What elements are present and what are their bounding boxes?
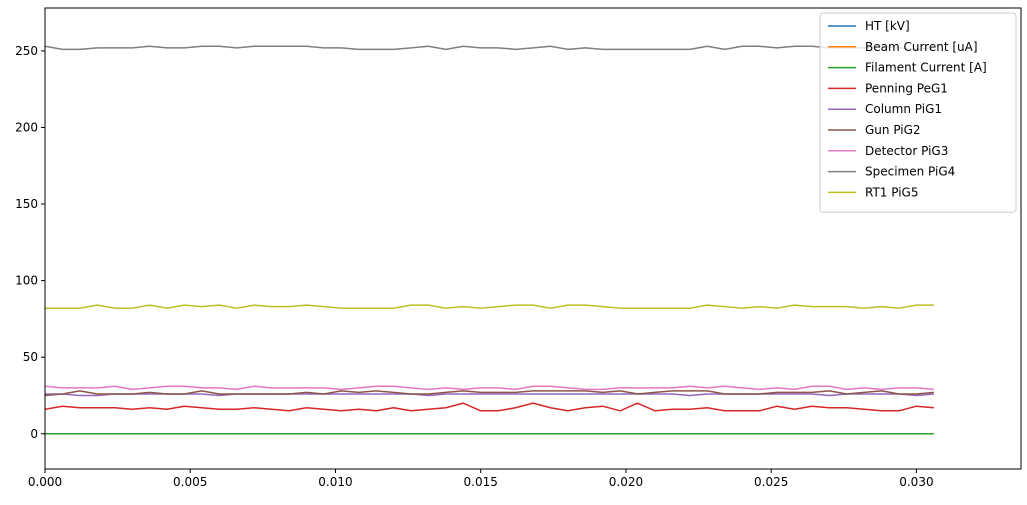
x-tick-label: 0.015 [464, 475, 498, 489]
legend-label-1: Beam Current [uA] [865, 40, 978, 54]
series-line-7 [45, 46, 934, 49]
y-tick-label: 0 [30, 427, 38, 441]
y-tick-label: 100 [15, 274, 38, 288]
x-tick-label: 0.005 [173, 475, 207, 489]
y-tick-label: 200 [15, 120, 38, 134]
y-tick-label: 250 [15, 44, 38, 58]
x-tick-label: 0.000 [28, 475, 62, 489]
legend-label-2: Filament Current [A] [865, 61, 987, 75]
y-tick-label: 150 [15, 197, 38, 211]
x-tick-label: 0.025 [754, 475, 788, 489]
legend: HT [kV] Beam Current [uA] Filament Current… [820, 13, 1016, 212]
y-tick-label: 50 [23, 350, 38, 364]
series-line-5 [45, 391, 934, 396]
x-tick-label: 0.010 [318, 475, 352, 489]
series-line-3 [45, 403, 934, 411]
legend-label-7: Specimen PiG4 [865, 165, 955, 179]
x-axis: 0.000 0.005 0.010 0.015 0.020 0.025 0.030 [28, 469, 934, 489]
legend-label-4: Column PiG1 [865, 102, 942, 116]
series-line-8 [45, 305, 934, 308]
plot-area [45, 46, 934, 433]
legend-label-6: Detector PiG3 [865, 144, 948, 158]
legend-label-0: HT [kV] [865, 19, 910, 33]
x-tick-label: 0.030 [899, 475, 933, 489]
x-tick-label: 0.020 [609, 475, 643, 489]
series-line-6 [45, 386, 934, 389]
legend-label-8: RT1 PiG5 [865, 185, 918, 199]
legend-label-5: Gun PiG2 [865, 123, 921, 137]
legend-label-3: Penning PeG1 [865, 81, 948, 95]
y-axis: 0 50 100 150 200 250 [15, 44, 45, 441]
